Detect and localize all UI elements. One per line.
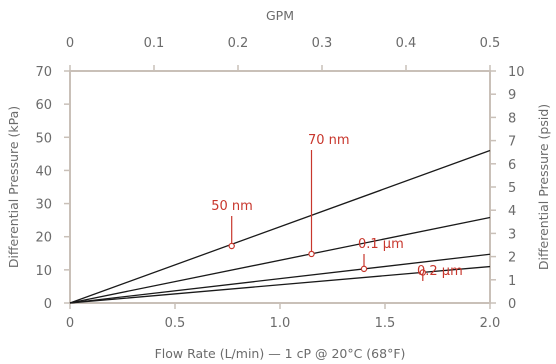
y2-tick-label: 1 <box>508 274 516 289</box>
y2-tick-label: 2 <box>508 251 516 266</box>
y2-tick-label: 6 <box>508 158 516 173</box>
plot-area: 0 0.5 1.0 1.5 2.00 0.1 0.2 0.3 0.4 0.501020304050… <box>35 36 524 331</box>
y2-tick-label: 9 <box>508 88 516 103</box>
y2-tick-label: 3 <box>508 227 516 242</box>
y-tick-label: 30 <box>35 198 52 213</box>
y2-tick-label: 10 <box>508 65 525 80</box>
x-tick-label: 1.0 <box>270 316 291 331</box>
y2-tick-label: 8 <box>508 111 516 126</box>
series-line <box>70 151 490 303</box>
x-tick-label: 0.5 <box>165 316 186 331</box>
y-tick-label: 50 <box>35 131 52 146</box>
series-marker <box>309 251 314 256</box>
x2-tick-label: 0.5 <box>480 36 501 51</box>
y2-axis-title: Differential Pressure (psid) <box>536 104 551 270</box>
x-axis-title: Flow Rate (L/min) — 1 cP @ 20°C (68°F) <box>155 346 406 361</box>
y2-tick-label: 4 <box>508 204 516 219</box>
series-label: 0.1 µm <box>358 237 404 252</box>
y-tick-label: 0 <box>44 297 52 312</box>
series-label: 50 nm <box>211 199 253 214</box>
x2-tick-label: 0.1 <box>144 36 165 51</box>
series-label: 70 nm <box>308 133 350 148</box>
y-tick-label: 10 <box>35 264 52 279</box>
x2-tick-label: 0.2 <box>228 36 249 51</box>
x-tick-label: 0 <box>66 316 74 331</box>
y2-tick-label: 0 <box>508 297 516 312</box>
x2-tick-label: 0.4 <box>396 36 417 51</box>
x2-tick-label: 0.3 <box>312 36 333 51</box>
y-tick-label: 60 <box>35 98 52 113</box>
y2-tick-label: 5 <box>508 181 516 196</box>
series-line <box>70 217 490 303</box>
series-marker <box>361 266 366 271</box>
x-tick-label: 1.5 <box>375 316 396 331</box>
x-tick-label: 2.0 <box>480 316 501 331</box>
x2-axis-title: GPM <box>266 8 294 23</box>
x2-tick-label: 0 <box>66 36 74 51</box>
y2-tick-label: 7 <box>508 135 516 150</box>
y-tick-label: 20 <box>35 231 52 246</box>
y-tick-label: 70 <box>35 65 52 80</box>
series-label: 0.2 µm <box>417 264 463 279</box>
series-marker <box>229 243 234 248</box>
y-axis-title: Differential Pressure (kPa) <box>6 106 21 268</box>
y-tick-label: 40 <box>35 164 52 179</box>
